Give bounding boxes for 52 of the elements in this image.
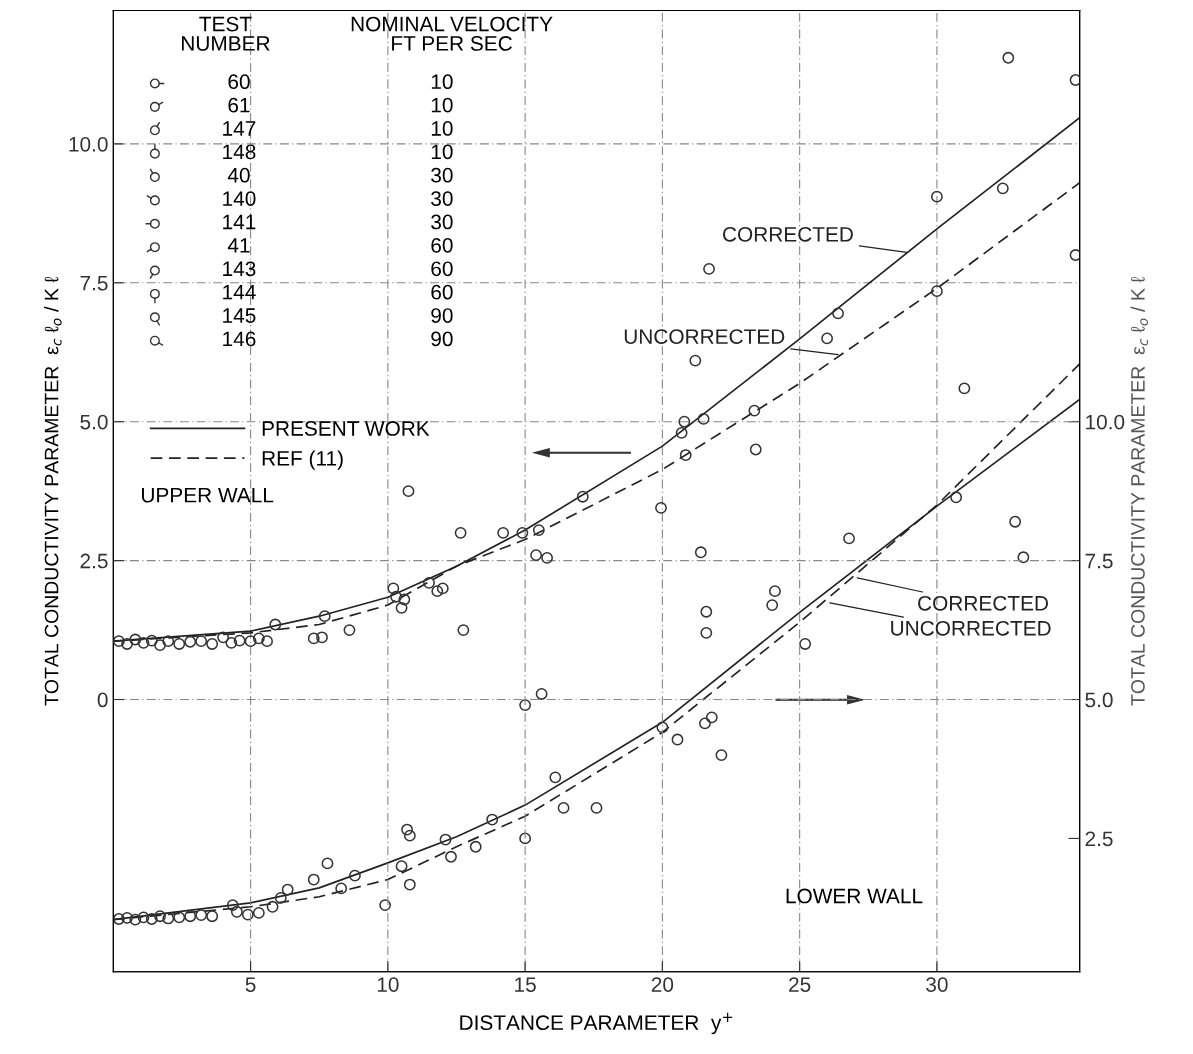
annotation: 90 [431,308,453,323]
annotation: 61 [228,97,250,113]
annotation: UNCORRECTED [891,620,1051,636]
annotation: 40 [227,167,250,183]
annotation: CORRECTED [918,595,1049,611]
annotation: 30 [431,191,453,206]
x-tick-label: 10 [377,977,399,992]
annotation: 60 [431,237,453,253]
annotation: 144 [223,284,256,300]
x-tick-label: 5 [245,977,256,992]
legend-label: REF (11) [262,450,343,470]
annotation: 146 [223,331,256,347]
annotation: 140 [223,191,256,206]
y2-tick-label: 2.5 [1085,831,1113,847]
y-tick-label: 0 [97,692,108,708]
y-tick-label: 10.0 [69,136,108,152]
annotation: 147 [223,121,256,136]
y-axis-title: TOTAL CONDUCTIVITY PARAMETER ε$_{c}$ ℓ$_{o}$ / K ℓ [44,276,62,706]
annotation: 145 [223,308,256,323]
x-tick-label: 20 [651,977,674,992]
annotation: UNCORRECTED [624,329,785,344]
x-axis-title: DISTANCE PARAMETER y$^{+}$ [460,1012,733,1035]
annotation: 10 [431,97,453,113]
y-tick-label: 2.5 [80,553,108,569]
annotation: 10 [431,121,453,136]
annotation: 141 [223,214,256,230]
y-tick-label: 7.5 [80,276,108,291]
annotation: LOWER WALL [786,888,923,904]
y2-axis-title: TOTAL CONDUCTIVITY PARAMETER ε$_{c}$ ℓ$_{o}$ / K ℓ [1130,276,1148,706]
annotation: 10 [431,74,453,90]
annotation: CORRECTED [723,226,853,242]
y-tick-label: 5.0 [80,414,108,430]
annotation: NOMINAL VELOCITY FT PER SEC [351,16,553,51]
y2-tick-label: 5.0 [1085,692,1113,708]
annotation: 143 [223,261,256,277]
legend-label: PRESENT WORK [262,421,430,436]
annotation: 30 [431,214,453,230]
x-tick-label: 25 [789,977,811,992]
annotation: 148 [223,144,256,160]
annotation: UPPER WALL [142,487,274,503]
annotation: 41 [227,238,250,253]
annotation: 60 [228,74,250,90]
x-tick-label: 15 [515,977,536,992]
annotation: 90 [431,331,453,347]
annotation: 30 [431,167,453,183]
annotation: 10 [431,144,453,160]
annotation: 60 [431,261,453,277]
annotation: 60 [431,284,453,300]
y2-tick-label: 7.5 [1085,553,1113,569]
x-tick-label: 30 [926,977,948,992]
annotation: TEST NUMBER [182,16,270,51]
y2-tick-label: 10.0 [1086,414,1125,430]
